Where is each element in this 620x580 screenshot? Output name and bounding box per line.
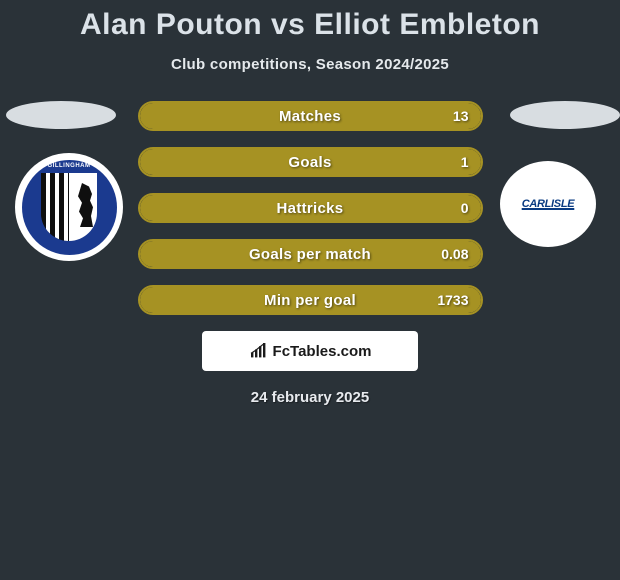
stat-bars: Matches13 Goals1 Hattricks0 Goals per match… bbox=[138, 101, 483, 315]
stat-label: Hattricks bbox=[140, 200, 481, 217]
player-right-avatar-placeholder bbox=[510, 101, 620, 129]
stat-label: Goals bbox=[140, 154, 481, 171]
stat-row: Goals per match0.08 bbox=[138, 239, 483, 269]
subtitle: Club competitions, Season 2024/2025 bbox=[0, 56, 620, 73]
attribution-box: FcTables.com bbox=[202, 331, 418, 371]
chart-icon bbox=[249, 343, 269, 359]
stat-row: Min per goal1733 bbox=[138, 285, 483, 315]
stat-value-right: 1733 bbox=[437, 292, 468, 308]
stat-label: Goals per match bbox=[140, 246, 481, 263]
player-right-club-badge: CARLISLE bbox=[500, 161, 596, 247]
stat-row: Goals1 bbox=[138, 147, 483, 177]
stat-value-right: 0 bbox=[461, 200, 469, 216]
club-badge-label: CARLISLE bbox=[522, 198, 575, 210]
stat-value-right: 0.08 bbox=[441, 246, 468, 262]
player-left-club-badge: GILLINGHAM bbox=[15, 153, 123, 261]
player-left-avatar-placeholder bbox=[6, 101, 116, 129]
stat-row: Hattricks0 bbox=[138, 193, 483, 223]
stat-label: Min per goal bbox=[140, 292, 481, 309]
stat-row: Matches13 bbox=[138, 101, 483, 131]
stat-value-right: 13 bbox=[453, 108, 469, 124]
attribution-text: FcTables.com bbox=[273, 343, 372, 360]
page-title: Alan Pouton vs Elliot Embleton bbox=[0, 8, 620, 42]
stat-value-right: 1 bbox=[461, 154, 469, 170]
stat-label: Matches bbox=[140, 108, 481, 125]
club-badge-ring-text: GILLINGHAM bbox=[22, 163, 117, 169]
date-label: 24 february 2025 bbox=[0, 389, 620, 406]
club-badge-shield bbox=[41, 173, 97, 241]
comparison-panel: GILLINGHAM CARLISLE Matches13 Goals1 Hattr… bbox=[0, 101, 620, 406]
